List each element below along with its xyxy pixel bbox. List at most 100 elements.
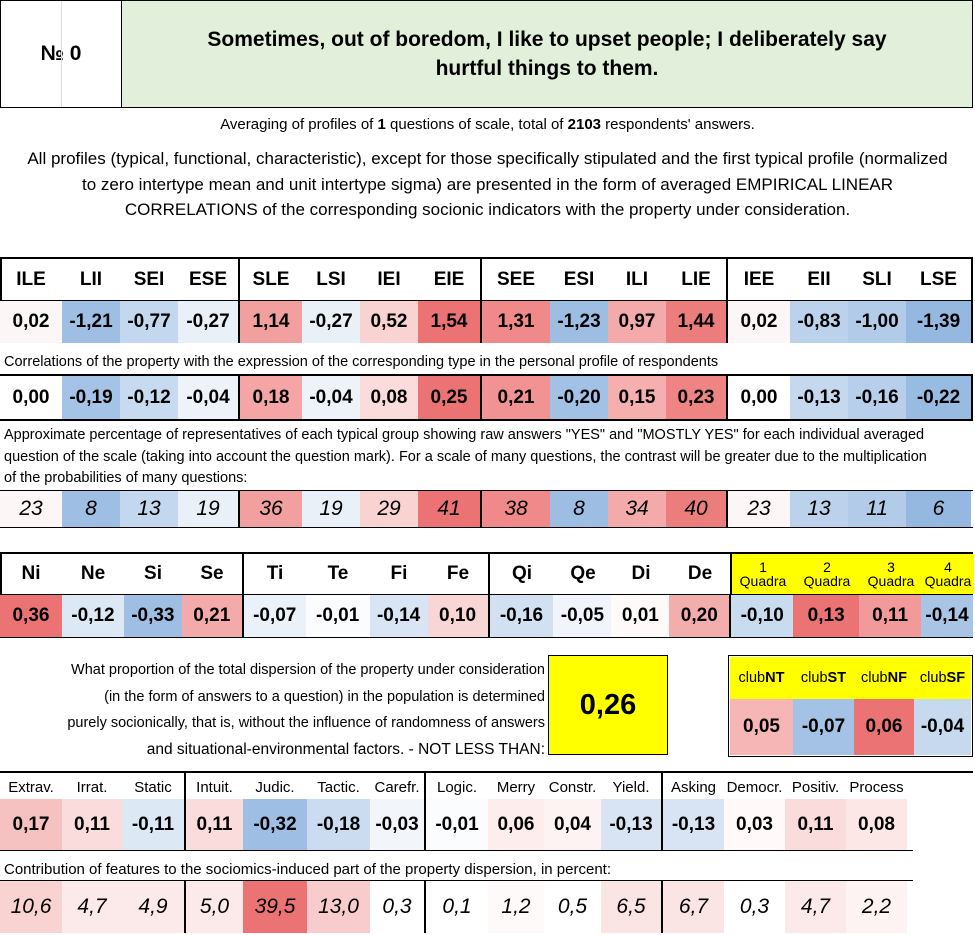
trait-value-cell: 0,11 [62, 799, 122, 850]
type-pct-cell: 8 [62, 491, 120, 527]
divider [61, 1, 62, 107]
function-label-cell: Qi [511, 563, 533, 584]
trait-label-cell: Process [849, 778, 904, 796]
proportion-value: 0,26 [548, 655, 668, 755]
types-pct-row: 23 8 13 19 36 19 29 41 38 8 34 40 23 13 11 6 [0, 490, 973, 528]
trait-label-cell: Extrav. [8, 778, 54, 796]
type-label-cell: EII [807, 268, 831, 290]
trait-label-cell: Logic. [436, 778, 478, 796]
type-profile-cell: -0,83 [790, 301, 848, 343]
type-pct-cell: 13 [790, 491, 848, 527]
type-label-cell: LIE [666, 259, 728, 300]
trait-label-cell: Carefr. [370, 773, 426, 801]
club-prefix: club [800, 670, 828, 686]
type-profile-cell: 0,02 [0, 301, 62, 343]
club-label-cell: club ST [793, 657, 854, 699]
quadra-number: 1 [759, 559, 767, 575]
clubs-value-row: 0,05 -0,07 0,06 -0,04 [730, 699, 971, 755]
types-header-row: ILE LII SEI ESE SLE LSI IEI EIE SEE ESI ILI LIE IEE E… [0, 259, 971, 300]
type-profile-cell: 1,54 [418, 301, 482, 343]
proportion-line-3: purely socionically, that is, without th… [67, 715, 545, 731]
quadra-number: 2 [823, 559, 831, 575]
club-prefix: club [738, 670, 766, 686]
types-corr-row: 0,00 -0,19 -0,12 -0,04 0,18 -0,04 0,08 0,25 0,21… [0, 376, 971, 419]
quadra-label-cell: 4 Quadra [922, 554, 974, 594]
averaging-middle: questions of scale, total of [385, 116, 568, 133]
trait-label-cell: Tactic. [317, 778, 360, 796]
functions-header-row: Ni Ne Si Se Ti Te Fi Fe Qi Qe Di De 1 Quadra 2 Quadra 3 Q… [0, 554, 974, 594]
trait-contrib-cell: 0,3 [370, 881, 426, 933]
function-value-cell: 0,20 [669, 595, 732, 637]
question-number: № 0 [0, 0, 122, 108]
trait-label-cell: Judic. [255, 778, 295, 796]
type-label-cell: SLE [252, 268, 290, 290]
trait-label-cell: Asking [670, 778, 717, 796]
trait-contrib-cell: 1,2 [488, 881, 544, 933]
type-pct-cell: 8 [550, 491, 608, 527]
quadra-value-cell: -0,10 [731, 595, 794, 637]
function-label-cell: Te [327, 563, 349, 584]
description: All profiles (typical, functional, chara… [27, 149, 948, 219]
trait-contrib-cell: 4,7 [785, 881, 846, 933]
type-label-cell: ILE [16, 268, 46, 290]
type-corr-cell: 0,21 [482, 376, 550, 419]
type-pct-cell: 36 [240, 491, 302, 527]
question-text: Sometimes, out of boredom, I like to ups… [207, 28, 887, 80]
type-corr-cell: 0,23 [666, 376, 728, 419]
trait-contrib-cell: 0,5 [544, 881, 601, 933]
type-corr-cell: -0,04 [178, 376, 240, 419]
type-profile-cell: -1,23 [550, 301, 608, 343]
averaging-prefix: Averaging of profiles of [220, 116, 378, 133]
trait-label-cell: Static [122, 773, 186, 801]
trait-label-cell: Democr. [726, 778, 783, 796]
type-corr-cell: -0,16 [848, 376, 906, 419]
quadra-word: Quadra [739, 573, 787, 589]
trait-label-cell: Positiv. [791, 778, 840, 796]
function-value-cell: -0,05 [553, 595, 612, 637]
function-label-cell: Se [182, 554, 244, 594]
trait-contrib-cell: 4,9 [122, 881, 186, 933]
club-prefix: club [861, 670, 888, 686]
quadra-number: 4 [944, 559, 952, 575]
trait-contrib-cell: 13,0 [307, 881, 370, 933]
functions-value-row: 0,36 -0,12 -0,33 0,21 -0,07 -0,01 -0,14 0,10 -0,… [0, 594, 974, 637]
club-value-cell: -0,04 [914, 699, 971, 755]
type-label-cell: LII [79, 268, 103, 290]
type-pct-cell: 23 [0, 491, 62, 527]
trait-value-cell: -0,11 [122, 799, 186, 850]
trait-value-cell: -0,03 [370, 799, 426, 850]
function-label-cell: Qe [570, 563, 596, 584]
club-prefix: club [919, 670, 947, 686]
traits-value-row: 0,17 0,11 -0,11 0,11 -0,32 -0,18 -0,03 -0,01 0,0… [0, 799, 913, 851]
function-value-cell: 0,36 [0, 595, 62, 637]
type-corr-cell: 0,25 [418, 376, 482, 419]
quadra-word: Quadra [867, 573, 915, 589]
function-value-cell: -0,16 [489, 595, 554, 637]
type-label-cell: SLI [862, 268, 892, 290]
type-profile-cell: 1,14 [240, 301, 302, 343]
question-count: 1 [377, 116, 386, 133]
type-pct-cell: 41 [418, 491, 482, 527]
type-corr-cell: -0,20 [550, 376, 608, 419]
club-name: ST [827, 670, 847, 686]
type-profile-cell: -0,27 [178, 301, 240, 343]
club-label-cell: club NT [730, 657, 793, 699]
trait-contrib-cell: 10,6 [0, 881, 62, 933]
type-label-cell: LSI [316, 268, 346, 290]
proportion-text: What proportion of the total dispersion … [40, 657, 545, 763]
type-profile-cell: -1,21 [62, 301, 120, 343]
type-profile-cell: 0,97 [608, 301, 666, 343]
function-value-cell: -0,07 [243, 595, 306, 637]
type-corr-cell: -0,04 [302, 376, 360, 419]
type-profile-cell: 1,44 [666, 301, 728, 343]
types-profile-row: 0,02 -1,21 -0,77 -0,27 1,14 -0,27 0,52 1,54 1,31… [0, 300, 973, 343]
function-value-cell: -0,12 [61, 595, 124, 637]
type-profile-cell: -0,27 [302, 301, 360, 343]
quadra-word: Quadra [803, 573, 851, 589]
type-corr-cell: 0,18 [240, 376, 302, 419]
trait-value-cell: 0,06 [488, 799, 544, 850]
quadra-value-cell: 0,11 [859, 595, 922, 637]
type-profile-cell: -0,77 [120, 301, 178, 343]
traits-contrib-row: 10,6 4,7 4,9 5,0 39,5 13,0 0,3 0,1 1,2 0,5 6,5 6,7 0… [0, 880, 913, 933]
type-pct-cell: 34 [608, 491, 666, 527]
